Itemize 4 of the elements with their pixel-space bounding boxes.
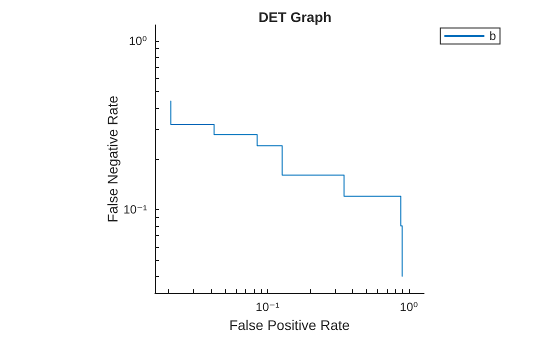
chart-title: DET Graph	[258, 9, 332, 25]
legend-label: b	[489, 29, 496, 43]
y-axis-title: False Negative Rate	[104, 95, 120, 222]
x-axis-title: False Positive Rate	[229, 317, 350, 333]
